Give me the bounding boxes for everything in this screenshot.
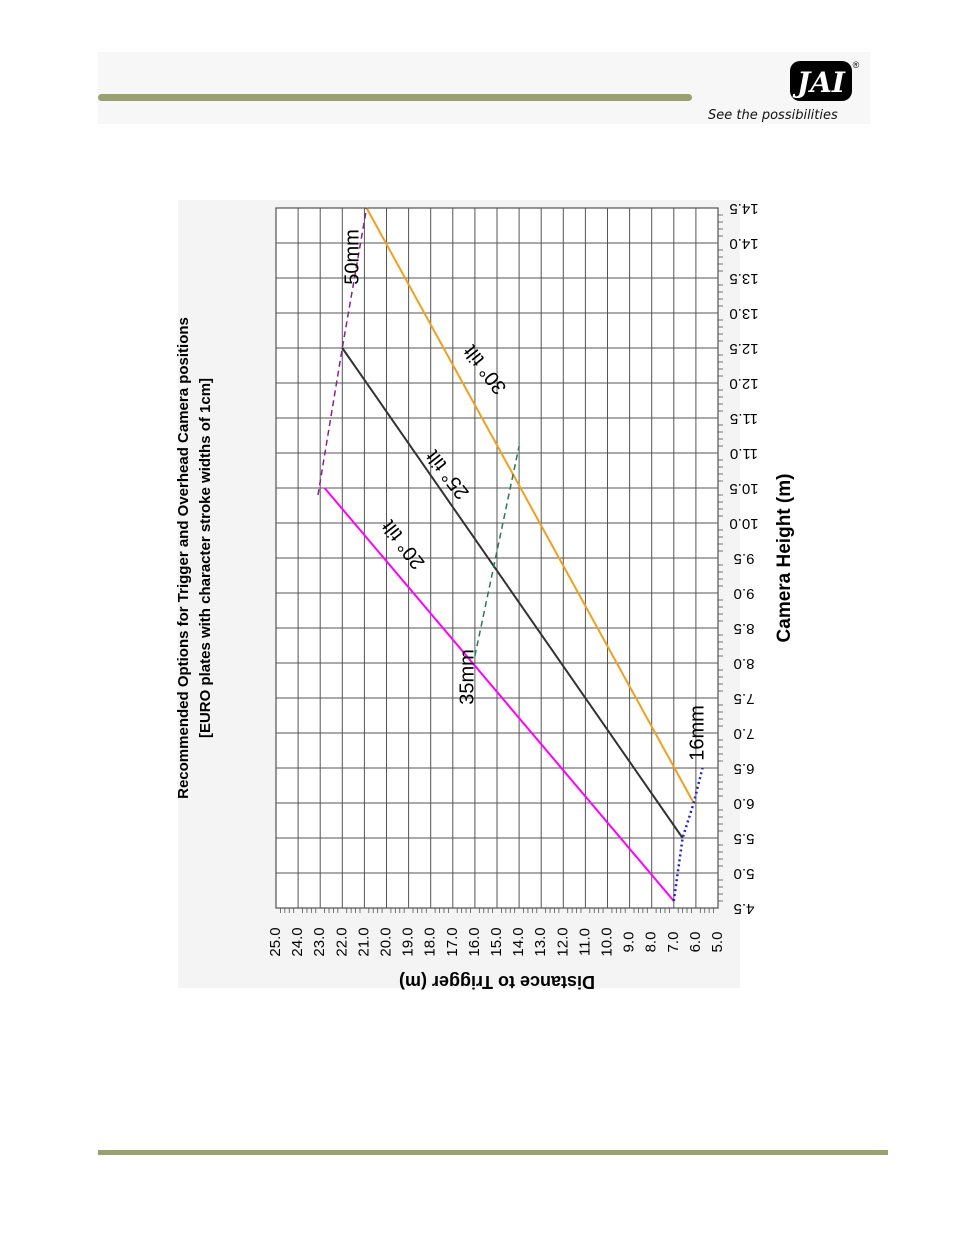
y-tick-label: 22.0 [333,927,350,956]
x-tick-label: 8.0 [734,655,755,672]
registered-mark: ® [853,60,860,70]
x-tick-label: 7.0 [734,725,755,742]
x-tick-label: 12.5 [729,340,758,357]
y-tick-label: 11.0 [576,928,593,956]
y-tick-label: 14.0 [510,927,527,956]
x-tick-label: 4.5 [734,900,755,917]
series-line-50mm [317,207,368,496]
footer-rule [98,1150,888,1155]
x-tick-label: 11.0 [730,445,758,462]
x-tick-label: 8.5 [734,620,755,637]
x-tick-label: 10.5 [729,480,758,497]
series-line-16mm [672,767,704,902]
x-tick-label: 14.0 [729,235,758,252]
y-tick-label: 6.0 [687,932,704,953]
series-line-35mm [474,445,520,657]
chart-ticks: 4.5 5.0 5.5 6.0 6.5 7.0 7.5 8.0 8.5 9.0 9.5 10.0 10.… [267,200,759,957]
x-tick-label: 6.5 [734,760,755,777]
y-tick-label: 25.0 [267,927,284,956]
y-tick-label: 19.0 [400,927,417,956]
y-tick-label: 21.0 [355,927,372,956]
series-label: 50mm [342,229,364,285]
series-line-30-tilt [365,207,695,804]
x-tick-label: 13.5 [729,270,758,287]
y-tick-label: 7.0 [665,932,682,953]
x-tick-label: 10.0 [729,515,758,532]
chart-subtitle: [EURO plates with character stroke width… [197,378,214,738]
y-tick-label: 13.0 [532,927,549,956]
tagline: See the possibilities [708,108,838,123]
x-tick-label: 12.0 [729,375,758,392]
y-axis-label: Distance to Trigger (m) [399,972,595,992]
chart-series [317,207,704,902]
y-tick-label: 12.0 [554,927,571,956]
y-tick-label: 17.0 [444,927,461,956]
series-label: 35mm [457,649,479,705]
y-tick-label: 10.0 [598,927,615,956]
y-tick-label: 16.0 [466,927,483,956]
x-tick-label: 14.5 [729,200,758,217]
header-rule [98,94,692,101]
y-tick-label: 23.0 [311,927,328,956]
y-tick-label: 20.0 [377,927,394,956]
y-tick-label: 18.0 [422,927,439,956]
x-tick-label: 7.5 [734,690,755,707]
header-band [98,52,870,124]
y-tick-label: 15.0 [488,927,505,956]
y-tick-label: 9.0 [621,932,638,953]
x-tick-label: 5.0 [734,865,755,882]
x-tick-label: 13.0 [729,305,758,322]
x-axis-label: Camera Height (m) [774,474,795,643]
x-tick-label: 5.5 [734,830,755,847]
x-tick-label: 11.5 [730,410,758,427]
logo-text: JAI [792,66,846,99]
chart-grid [178,200,740,988]
x-tick-label: 9.0 [734,585,755,602]
x-tick-label: 6.0 [734,795,755,812]
y-tick-label: 5.0 [709,932,726,953]
x-tick-label: 9.5 [734,550,755,567]
chart-title: Recommended Options for Trigger and Over… [175,317,192,799]
y-tick-label: 24.0 [289,927,306,956]
y-tick-label: 8.0 [643,932,660,953]
series-line-25-tilt [341,347,684,839]
series-line-20-tilt [323,487,675,902]
series-label: 16mm [686,705,708,761]
jai-logo: JAI ® [790,60,860,101]
